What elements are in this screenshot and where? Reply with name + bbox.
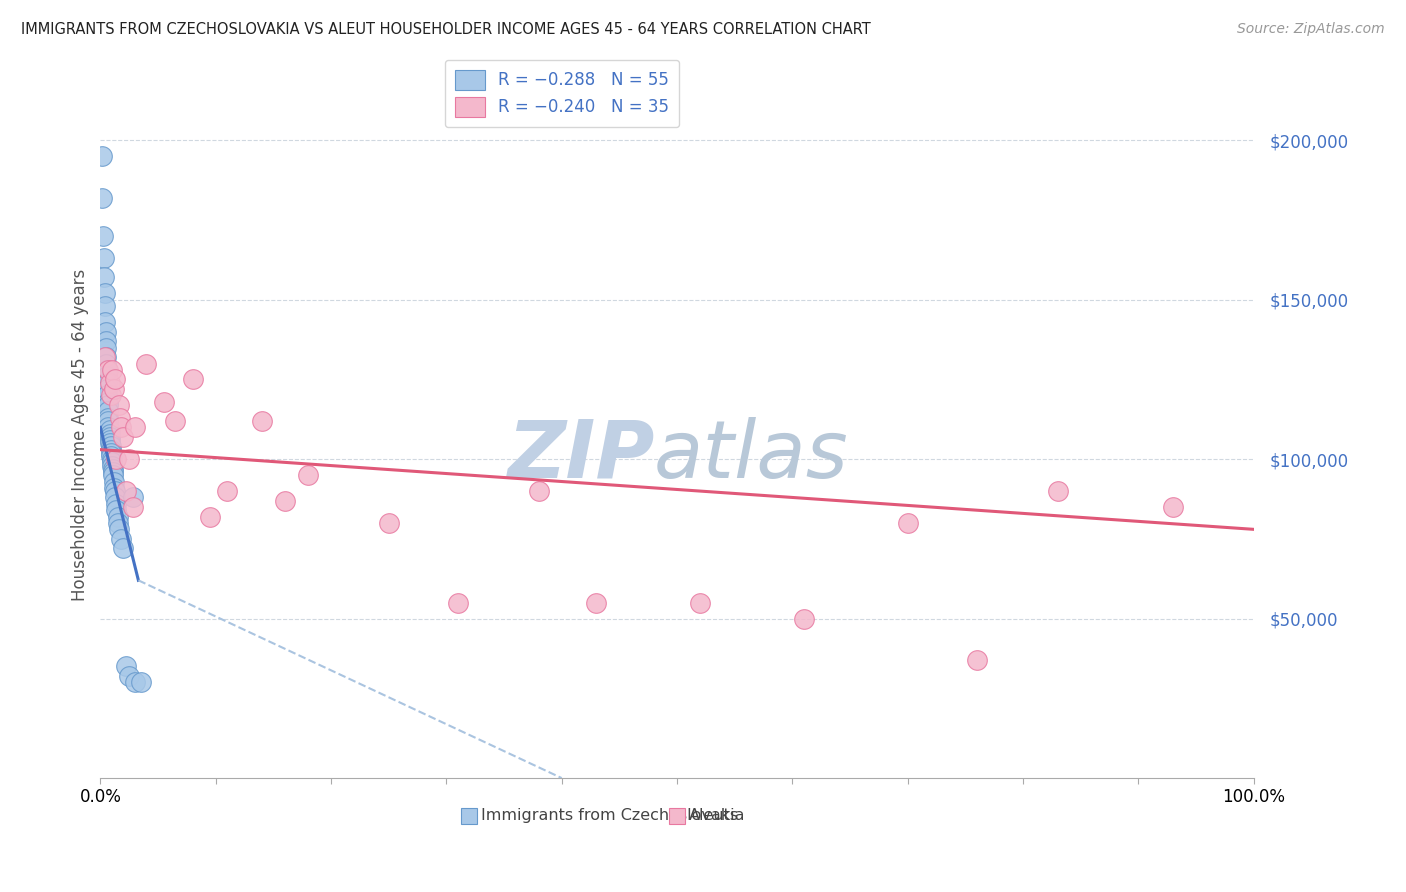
Point — [297, 468, 319, 483]
Point — [110, 420, 132, 434]
Point — [96, 382, 118, 396]
Point — [118, 669, 141, 683]
Point — [121, 491, 143, 505]
Point — [97, 363, 120, 377]
Point — [108, 410, 131, 425]
Point — [121, 500, 143, 514]
Point — [101, 458, 124, 473]
Point — [165, 414, 187, 428]
Point — [689, 596, 711, 610]
Point — [585, 596, 607, 610]
Point — [527, 484, 550, 499]
Point — [96, 388, 118, 402]
Text: Immigrants from Czechoslovakia: Immigrants from Czechoslovakia — [481, 808, 744, 823]
Point — [103, 475, 125, 489]
Legend: R = −0.288   N = 55, R = −0.240   N = 35: R = −0.288 N = 55, R = −0.240 N = 35 — [444, 60, 679, 127]
Point — [97, 404, 120, 418]
Point — [129, 675, 152, 690]
Point — [93, 270, 115, 285]
Point — [94, 357, 117, 371]
Point — [107, 516, 129, 530]
Point — [101, 465, 124, 479]
Point — [1161, 500, 1184, 514]
Point — [100, 439, 122, 453]
Point — [98, 436, 121, 450]
Point — [94, 315, 117, 329]
Point — [94, 325, 117, 339]
Point — [250, 414, 273, 428]
Point — [100, 388, 122, 402]
Point — [97, 398, 120, 412]
Point — [97, 394, 120, 409]
Point — [966, 653, 988, 667]
Point — [124, 675, 146, 690]
Point — [103, 481, 125, 495]
Point — [101, 363, 124, 377]
Point — [124, 420, 146, 434]
Point — [94, 341, 117, 355]
Text: Source: ZipAtlas.com: Source: ZipAtlas.com — [1237, 22, 1385, 37]
Point — [100, 446, 122, 460]
Point — [105, 503, 128, 517]
Point — [91, 229, 114, 244]
Point — [98, 424, 121, 438]
Point — [114, 484, 136, 499]
Point — [107, 509, 129, 524]
Point — [100, 449, 122, 463]
Point — [110, 532, 132, 546]
Point — [152, 394, 174, 409]
Point — [101, 468, 124, 483]
Point — [897, 516, 920, 530]
Point — [94, 286, 117, 301]
Point — [98, 430, 121, 444]
Point — [114, 659, 136, 673]
Point — [104, 484, 127, 499]
Text: ZIP: ZIP — [506, 417, 654, 495]
Y-axis label: Householder Income Ages 45 - 64 years: Householder Income Ages 45 - 64 years — [72, 269, 89, 601]
Point — [181, 372, 204, 386]
Point — [98, 426, 121, 441]
Point — [112, 430, 135, 444]
Point — [94, 350, 117, 364]
Point — [94, 299, 117, 313]
Point — [198, 509, 221, 524]
Point — [90, 149, 112, 163]
Point — [101, 452, 124, 467]
Point — [100, 442, 122, 457]
Point — [377, 516, 399, 530]
Point — [217, 484, 239, 499]
Text: atlas: atlas — [654, 417, 849, 495]
Point — [104, 491, 127, 505]
Point — [1046, 484, 1069, 499]
Point — [98, 376, 121, 390]
Point — [90, 191, 112, 205]
Point — [101, 462, 124, 476]
Point — [107, 522, 129, 536]
Point — [447, 596, 470, 610]
Point — [98, 433, 121, 447]
Point — [107, 398, 129, 412]
Point — [104, 372, 127, 386]
Point — [105, 497, 128, 511]
Point — [112, 541, 135, 556]
Point — [94, 334, 117, 349]
Point — [97, 414, 120, 428]
Point — [97, 420, 120, 434]
Point — [94, 350, 117, 364]
Point — [96, 376, 118, 390]
Point — [93, 252, 115, 266]
Point — [274, 493, 297, 508]
Text: IMMIGRANTS FROM CZECHOSLOVAKIA VS ALEUT HOUSEHOLDER INCOME AGES 45 - 64 YEARS CO: IMMIGRANTS FROM CZECHOSLOVAKIA VS ALEUT … — [21, 22, 870, 37]
Point — [105, 452, 128, 467]
Text: Aleuts: Aleuts — [689, 808, 738, 823]
Point — [135, 357, 157, 371]
Point — [118, 452, 141, 467]
Point — [96, 369, 118, 384]
Point — [96, 363, 118, 377]
Point — [101, 455, 124, 469]
Point — [793, 612, 815, 626]
Point — [97, 410, 120, 425]
Point — [103, 382, 125, 396]
